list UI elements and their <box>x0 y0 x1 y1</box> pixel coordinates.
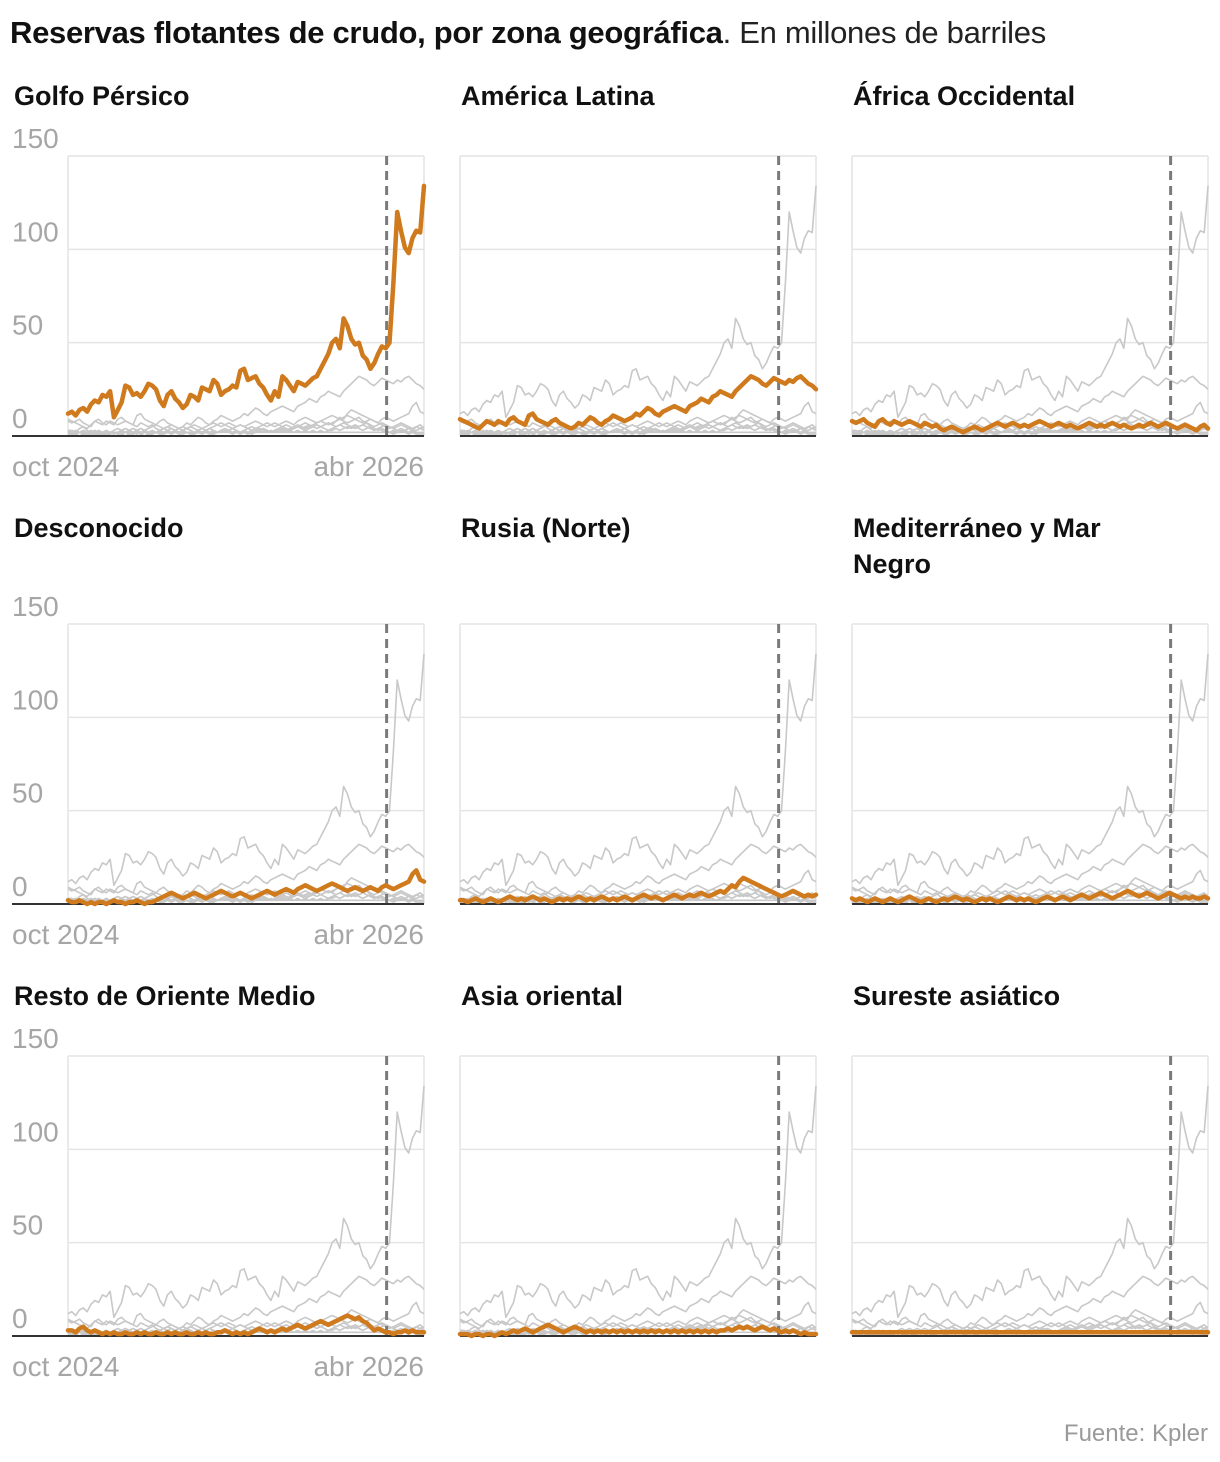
series-line-highlight <box>457 374 819 431</box>
panel-title-3: África Occidental <box>853 81 1076 111</box>
x-tick-label: abr 2026 <box>313 919 424 950</box>
series-line-context <box>459 653 817 887</box>
series-line-context <box>67 418 425 434</box>
x-tick-label: oct 2024 <box>12 451 119 482</box>
y-tick-label: 0 <box>12 1303 28 1334</box>
series-line-context <box>459 185 817 419</box>
x-tick-label: abr 2026 <box>313 451 424 482</box>
series-line-context <box>459 1318 817 1334</box>
x-tick-label: oct 2024 <box>12 919 119 950</box>
chart-subtitle: . En millones de barriles <box>722 15 1047 50</box>
panel-title-9: Sureste asiático <box>853 981 1061 1011</box>
panel-title-8: Asia oriental <box>461 981 624 1011</box>
y-tick-label: 50 <box>12 778 43 809</box>
panel-title-7: Resto de Oriente Medio <box>14 981 316 1011</box>
series-line-context <box>851 1085 1209 1319</box>
series-line-context <box>459 886 817 902</box>
y-tick-label: 100 <box>12 1116 59 1147</box>
y-tick-label: 100 <box>12 216 59 247</box>
series-line-context <box>851 185 1209 419</box>
chart-header: Reservas flotantes de crudo, por zona ge… <box>10 14 1046 52</box>
series-line-highlight <box>65 183 427 420</box>
y-tick-label: 0 <box>12 403 28 434</box>
series-line-context <box>460 424 816 437</box>
panel-title-2: América Latina <box>461 81 655 111</box>
series-line-context <box>68 892 424 905</box>
panel-title-1: Golfo Pérsico <box>14 81 190 111</box>
y-tick-label: 50 <box>12 1210 43 1241</box>
series-line-context <box>852 424 1208 437</box>
panel-title-5: Rusia (Norte) <box>461 513 631 543</box>
y-tick-label: 50 <box>12 310 43 341</box>
y-tick-label: 0 <box>12 871 28 902</box>
series-line-highlight <box>457 875 819 905</box>
y-tick-label: 150 <box>12 1023 59 1054</box>
series-line-highlight <box>65 1313 427 1337</box>
y-tick-label: 100 <box>12 684 59 715</box>
series-line-context <box>851 1318 1209 1334</box>
series-line-context <box>851 653 1209 887</box>
x-tick-label: oct 2024 <box>12 1351 119 1382</box>
series-line-context <box>68 424 424 437</box>
y-tick-label: 150 <box>12 591 59 622</box>
series-line-context <box>459 1085 817 1319</box>
series-line-context <box>67 1085 425 1319</box>
y-tick-label: 150 <box>12 123 59 154</box>
series-line-highlight <box>849 888 1211 905</box>
series-line-context <box>67 653 425 887</box>
series-line-highlight <box>457 1322 819 1339</box>
series-line-highlight <box>65 868 427 907</box>
source-note: Fuente: Kpler <box>1063 1420 1208 1447</box>
series-line-context <box>460 414 816 435</box>
panel-title-6: Mediterráneo y Mar Negro <box>853 513 1101 579</box>
series-line-highlight <box>849 416 1211 435</box>
chart-title: Reservas flotantes de crudo, por zona ge… <box>10 15 723 50</box>
series-line-context <box>68 414 424 435</box>
panel-title-4: Desconocido <box>14 513 184 543</box>
x-tick-label: abr 2026 <box>313 1351 424 1382</box>
